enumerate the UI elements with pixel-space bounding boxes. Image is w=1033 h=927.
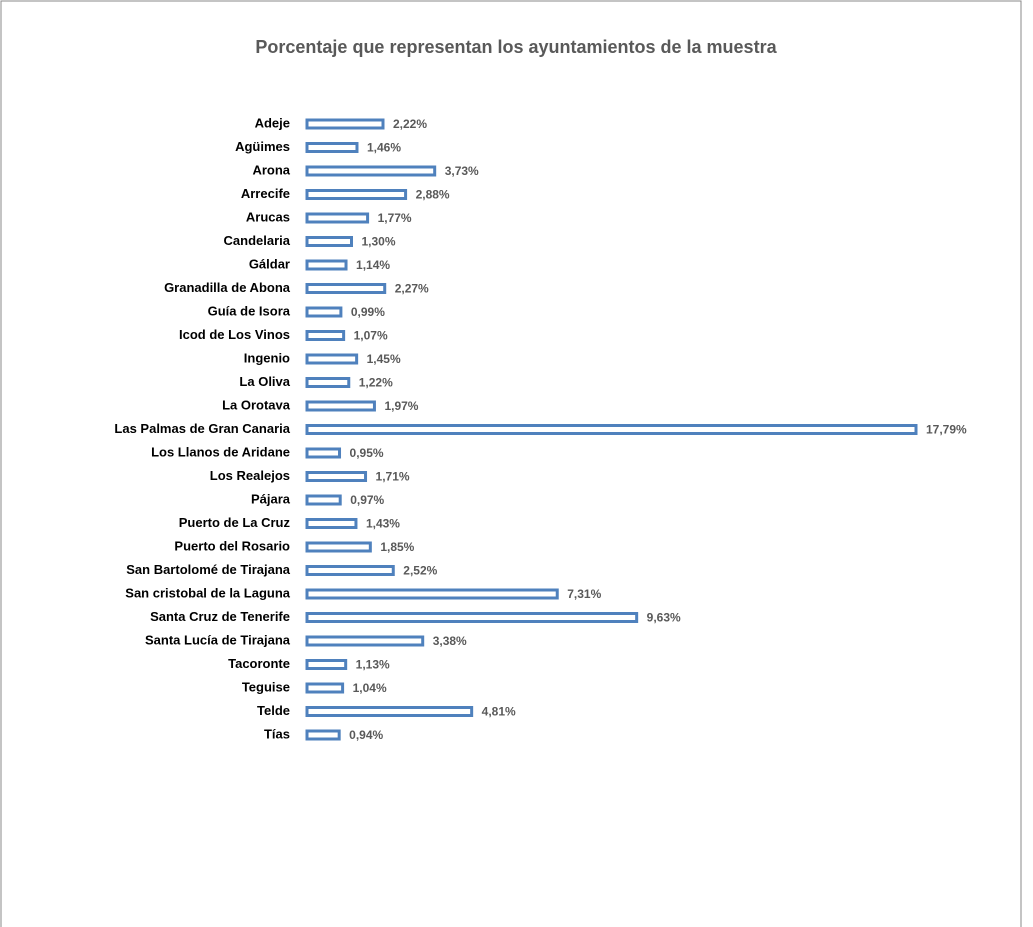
category-label: Santa Lucía de Tirajana xyxy=(145,632,291,647)
category-label: Los Realejos xyxy=(210,468,290,483)
value-label: 4,81% xyxy=(482,705,516,719)
category-label: San Bartolomé de Tirajana xyxy=(126,562,291,577)
category-label: Arrecife xyxy=(241,186,290,201)
chart-title: Porcentaje que representan los ayuntamie… xyxy=(255,37,777,57)
value-label: 9,63% xyxy=(647,611,681,625)
value-label: 7,31% xyxy=(567,587,601,601)
value-label: 1,14% xyxy=(356,258,390,272)
bar xyxy=(305,377,351,388)
bar xyxy=(305,541,372,553)
value-label: 2,88% xyxy=(416,188,450,202)
bar xyxy=(305,588,559,600)
bar xyxy=(305,400,376,412)
bar xyxy=(305,118,385,130)
category-label: Arucas xyxy=(246,209,290,224)
category-label: Puerto de La Cruz xyxy=(179,515,291,530)
value-label: 0,95% xyxy=(350,446,384,460)
value-label: 1,13% xyxy=(356,658,390,672)
category-label: Las Palmas de Gran Canaria xyxy=(114,421,290,436)
category-label: Agüimes xyxy=(235,139,290,154)
value-label: 2,27% xyxy=(395,282,429,296)
value-label: 2,22% xyxy=(393,117,427,131)
category-label: Ingenio xyxy=(244,350,290,365)
bar xyxy=(305,424,918,435)
value-label: 1,97% xyxy=(384,399,418,413)
value-label: 17,79% xyxy=(926,423,967,437)
category-label: Puerto del Rosario xyxy=(174,538,290,553)
bar xyxy=(305,165,437,177)
bar xyxy=(305,306,343,318)
bar xyxy=(305,330,346,341)
category-label: Tías xyxy=(264,726,290,741)
value-label: 1,07% xyxy=(354,329,388,343)
value-label: 1,77% xyxy=(378,211,412,225)
bar xyxy=(305,471,368,482)
category-label: Adeje xyxy=(255,115,290,130)
bar xyxy=(305,259,348,271)
category-label: Icod de Los Vinos xyxy=(179,327,290,342)
value-label: 1,46% xyxy=(367,141,401,155)
bar xyxy=(305,353,359,365)
bar xyxy=(305,236,354,247)
value-label: 1,30% xyxy=(362,235,396,249)
bar xyxy=(305,682,345,694)
bar xyxy=(305,142,359,153)
value-label: 2,52% xyxy=(403,564,437,578)
bar xyxy=(305,283,387,294)
bar xyxy=(305,659,348,670)
value-label: 1,22% xyxy=(359,376,393,390)
bar xyxy=(305,494,342,506)
bar xyxy=(305,565,395,576)
category-label: La Orotava xyxy=(222,397,291,412)
bar xyxy=(305,729,341,741)
category-label: La Oliva xyxy=(239,374,290,389)
value-label: 1,45% xyxy=(367,352,401,366)
category-label: Arona xyxy=(252,162,290,177)
category-label: Granadilla de Abona xyxy=(164,280,291,295)
category-label: Santa Cruz de Tenerife xyxy=(150,609,290,624)
value-label: 1,04% xyxy=(353,681,387,695)
category-label: San cristobal de la Laguna xyxy=(125,585,290,600)
bar xyxy=(305,612,639,623)
bar xyxy=(305,447,342,459)
value-label: 0,99% xyxy=(351,305,385,319)
category-label: Guía de Isora xyxy=(208,303,291,318)
category-label: Los Llanos de Aridane xyxy=(151,444,290,459)
value-label: 1,71% xyxy=(376,470,410,484)
category-label: Pájara xyxy=(251,491,291,506)
category-label: Gáldar xyxy=(249,256,290,271)
value-label: 1,85% xyxy=(380,540,414,554)
bar xyxy=(305,189,408,200)
value-label: 1,43% xyxy=(366,517,400,531)
category-label: Teguise xyxy=(242,679,290,694)
bar xyxy=(305,706,474,717)
category-label: Candelaria xyxy=(224,233,291,248)
value-label: 0,97% xyxy=(350,493,384,507)
bar xyxy=(305,635,425,647)
value-label: 3,73% xyxy=(445,164,479,178)
category-label: Tacoronte xyxy=(228,656,290,671)
bar xyxy=(305,212,370,224)
value-label: 0,94% xyxy=(349,728,383,742)
category-label: Telde xyxy=(257,703,290,718)
bar xyxy=(305,518,358,529)
value-label: 3,38% xyxy=(433,634,467,648)
